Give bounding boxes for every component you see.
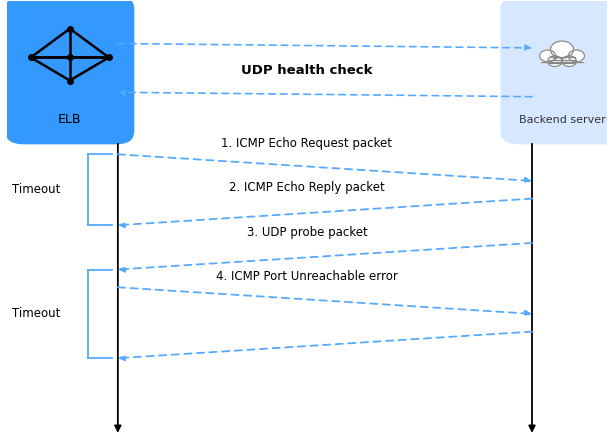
FancyBboxPatch shape	[6, 0, 134, 145]
Text: ELB: ELB	[58, 113, 81, 127]
Text: Timeout: Timeout	[12, 183, 61, 196]
Text: Timeout: Timeout	[12, 307, 61, 320]
Text: UDP health check: UDP health check	[241, 64, 373, 77]
FancyBboxPatch shape	[540, 56, 583, 62]
Text: 4. ICMP Port Unreachable error: 4. ICMP Port Unreachable error	[216, 270, 398, 283]
Text: 3. UDP probe packet: 3. UDP probe packet	[246, 226, 367, 239]
FancyBboxPatch shape	[500, 0, 616, 145]
Circle shape	[551, 41, 573, 58]
Circle shape	[540, 50, 556, 62]
Text: 1. ICMP Echo Request packet: 1. ICMP Echo Request packet	[221, 137, 392, 150]
Circle shape	[548, 56, 562, 66]
Text: Backend server: Backend server	[519, 115, 606, 125]
Text: 2. ICMP Echo Reply packet: 2. ICMP Echo Reply packet	[229, 181, 385, 194]
Circle shape	[569, 50, 585, 62]
Circle shape	[562, 56, 577, 66]
